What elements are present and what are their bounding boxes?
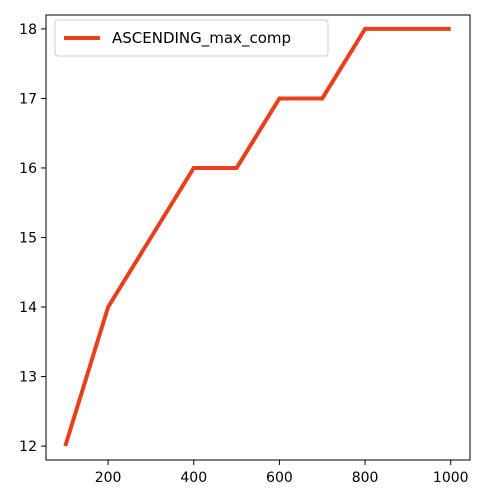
y-tick-label: 14 — [19, 300, 37, 316]
plot-area: 200 400 600 800 1000 12 13 14 15 16 17 18 — [19, 14, 471, 486]
y-tick-label: 16 — [19, 161, 37, 177]
x-tick-label: 800 — [352, 470, 379, 486]
y-tick-label: 17 — [19, 91, 37, 107]
x-tick-label: 600 — [266, 470, 293, 486]
legend-frame — [54, 19, 329, 57]
y-tick-label: 12 — [19, 439, 37, 455]
legend: ASCENDING_max_comp — [54, 19, 329, 57]
y-tick-label: 15 — [19, 231, 37, 247]
legend-label: ASCENDING_max_comp — [112, 29, 291, 48]
x-tick-label: 1000 — [433, 470, 469, 486]
x-tick-label: 400 — [180, 470, 207, 486]
y-tick-label: 18 — [19, 22, 37, 38]
x-tick-label: 200 — [95, 470, 122, 486]
series-line-0 — [63, 26, 451, 447]
y-tick-label: 13 — [19, 370, 37, 386]
